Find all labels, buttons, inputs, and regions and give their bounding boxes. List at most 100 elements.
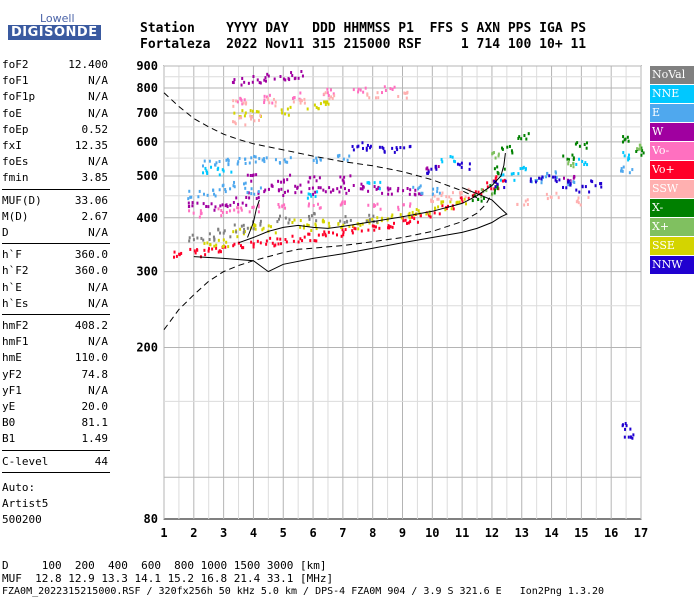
data-point <box>252 227 255 231</box>
data-point <box>341 228 344 232</box>
data-point <box>527 132 530 136</box>
data-point <box>191 233 194 237</box>
data-point <box>368 221 371 225</box>
data-point <box>259 223 262 227</box>
data-point <box>205 204 208 208</box>
data-point <box>455 201 458 205</box>
data-point <box>232 99 235 103</box>
data-point <box>418 192 421 196</box>
data-point <box>264 79 267 83</box>
data-point <box>366 143 369 147</box>
data-point <box>210 165 213 169</box>
data-point <box>268 93 271 97</box>
data-point <box>477 190 480 194</box>
x-tick-label: 12 <box>485 526 499 540</box>
data-point <box>236 206 239 210</box>
data-point <box>538 176 541 180</box>
data-point <box>396 148 399 152</box>
data-point <box>237 160 240 164</box>
data-point <box>206 241 209 245</box>
data-point <box>503 186 506 190</box>
data-point <box>253 192 256 196</box>
x-tick-label: 7 <box>339 526 346 540</box>
param-value: 44 <box>94 454 108 468</box>
param-row: foF1p N/A <box>2 90 108 103</box>
data-point <box>494 178 497 182</box>
data-point <box>357 87 360 91</box>
data-point <box>232 104 235 108</box>
data-point <box>188 189 191 193</box>
data-point <box>220 214 223 218</box>
data-point <box>326 87 329 91</box>
data-point <box>458 191 461 195</box>
data-point <box>540 177 543 181</box>
data-point <box>302 226 305 230</box>
data-point <box>241 246 244 250</box>
data-point <box>480 195 483 199</box>
data-point <box>546 197 549 201</box>
data-point <box>253 223 256 227</box>
param-value: 74.8 <box>81 367 109 381</box>
data-point <box>239 227 242 231</box>
data-point <box>381 145 384 149</box>
x-tick-label: 4 <box>250 526 257 540</box>
data-point <box>536 179 539 183</box>
data-point <box>233 120 236 124</box>
data-point <box>441 204 444 208</box>
data-point <box>620 169 623 173</box>
data-point <box>578 190 581 194</box>
data-point <box>554 178 557 182</box>
data-point <box>259 219 262 223</box>
y-tick-label: 80 <box>144 512 158 526</box>
legend-item: W <box>650 123 694 141</box>
data-point <box>494 188 497 192</box>
data-point <box>191 204 194 208</box>
data-point <box>312 158 315 162</box>
data-point <box>442 200 445 204</box>
data-point <box>315 219 318 223</box>
data-point <box>545 175 548 179</box>
data-point <box>419 184 422 188</box>
data-point <box>199 212 202 216</box>
data-point <box>336 187 339 191</box>
axes: 1 2 3 4 5 6 7 8 9 10 11 12 13 14 15 16 17802003004005006… <box>136 59 648 540</box>
data-point <box>251 80 254 84</box>
data-point <box>221 245 224 249</box>
data-point <box>388 226 391 230</box>
data-point <box>328 97 331 101</box>
data-point <box>327 221 330 225</box>
data-point <box>235 230 238 234</box>
param-name: M(D) <box>2 209 29 223</box>
data-point <box>173 255 176 259</box>
param-row: hmE 110.0 <box>2 351 108 364</box>
data-point <box>357 144 360 148</box>
data-point <box>246 191 249 195</box>
data-point <box>217 166 220 170</box>
data-point <box>301 239 304 243</box>
data-point <box>261 158 264 162</box>
x-tick-label: 5 <box>280 526 287 540</box>
data-point <box>374 96 377 100</box>
data-point <box>291 74 294 78</box>
data-point <box>393 150 396 154</box>
data-point <box>343 175 346 179</box>
data-point <box>518 135 521 139</box>
data-point <box>201 164 204 168</box>
data-point <box>497 171 500 175</box>
data-point <box>284 112 287 116</box>
data-point <box>365 148 368 152</box>
data-point <box>290 71 293 75</box>
data-point <box>258 118 261 122</box>
data-point <box>283 203 286 207</box>
data-point <box>416 220 419 224</box>
data-point <box>463 197 466 201</box>
data-point <box>452 207 455 211</box>
data-point <box>251 205 254 209</box>
data-point <box>408 145 411 149</box>
series-nnw <box>351 141 635 440</box>
data-point <box>378 187 381 191</box>
data-point <box>504 179 507 183</box>
data-point <box>248 196 251 200</box>
data-point <box>294 184 297 188</box>
data-point <box>279 237 282 241</box>
